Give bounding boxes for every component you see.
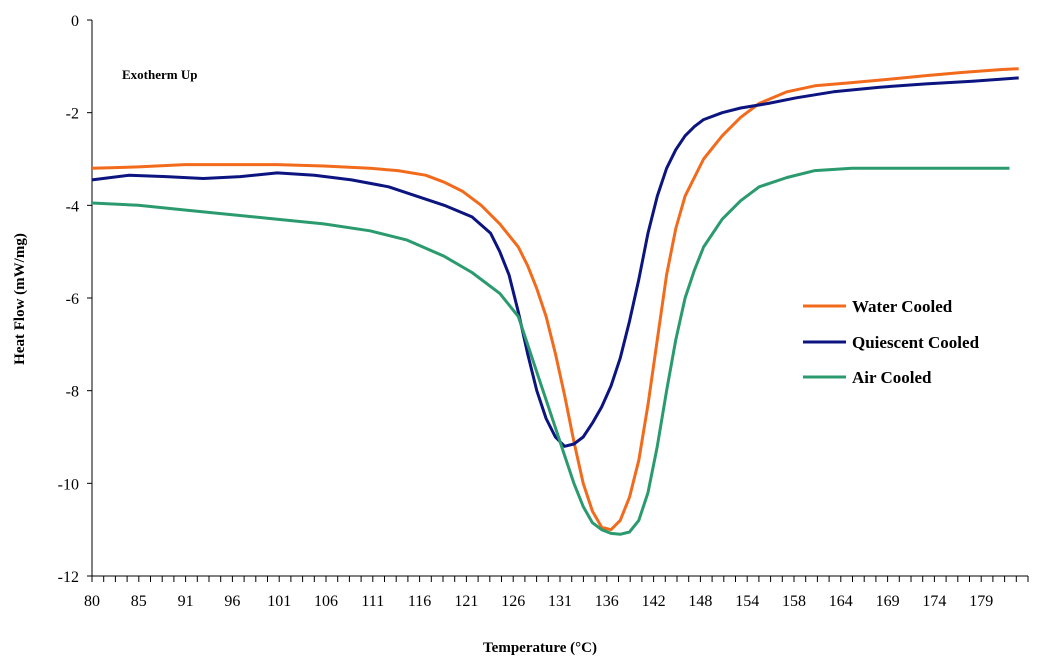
x-tick-label: 111 (361, 593, 384, 610)
y-tick-label: -4 (66, 198, 79, 215)
y-tick-label: -6 (66, 291, 79, 308)
x-tick-label: 91 (178, 593, 194, 610)
x-tick-label: 131 (548, 593, 572, 610)
x-tick-label: 169 (876, 593, 900, 610)
series-layer (91, 67, 1019, 536)
legend-label-quiescent-cooled: Quiescent Cooled (852, 333, 980, 352)
y-tick-label: -10 (58, 476, 79, 493)
x-axis-title: Temperature (°C) (483, 640, 597, 656)
legend-label-water-cooled: Water Cooled (852, 297, 953, 316)
series-line-quiescent-cooled (91, 76, 1019, 448)
x-tick-label: 142 (642, 593, 666, 610)
x-tick-label: 158 (782, 593, 806, 610)
x-tick-label: 121 (454, 593, 478, 610)
legend-item-quiescent-cooled: Quiescent Cooled (803, 333, 980, 352)
x-tick-label: 101 (267, 593, 291, 610)
y-tick-label: -12 (58, 569, 79, 586)
x-tick-label: 116 (408, 593, 431, 610)
y-axis-title: Heat Flow (mW/mg) (12, 233, 28, 365)
series-line-air-cooled (91, 166, 1010, 536)
x-tick-label: 136 (595, 593, 619, 610)
y-tick-label: -2 (66, 106, 79, 123)
x-tick-label: 126 (501, 593, 525, 610)
x-ticks: 80 85 91 96 101 106 111 116 121 126 131 136 142 148 15… (84, 576, 1029, 610)
series-line-water-cooled (91, 67, 1019, 532)
exotherm-annotation: Exotherm Up (122, 67, 197, 82)
y-tick-label: 0 (71, 13, 79, 30)
legend-item-water-cooled: Water Cooled (803, 297, 953, 316)
x-tick-label: 174 (922, 593, 946, 610)
legend-label-air-cooled: Air Cooled (852, 368, 932, 387)
y-ticks: 0 -2 -4 -6 -8 -10 -12 (58, 13, 92, 586)
x-tick-label: 85 (131, 593, 147, 610)
y-tick-label: -8 (66, 384, 79, 401)
x-tick-label: 148 (688, 593, 712, 610)
legend: Water Cooled Quiescent Cooled Air Cooled (803, 297, 980, 387)
legend-item-air-cooled: Air Cooled (803, 368, 932, 387)
x-tick-label: 179 (969, 593, 993, 610)
x-tick-label: 106 (314, 593, 338, 610)
x-tick-label: 154 (735, 593, 759, 610)
x-tick-label: 96 (224, 593, 240, 610)
x-tick-label: 164 (829, 593, 853, 610)
x-tick-label: 80 (84, 593, 100, 610)
